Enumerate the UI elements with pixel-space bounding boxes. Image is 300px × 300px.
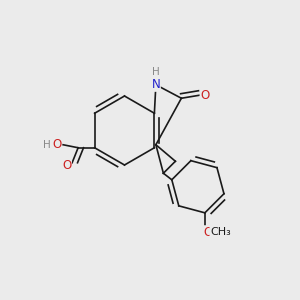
Text: O: O bbox=[200, 89, 209, 102]
Text: CH₃: CH₃ bbox=[210, 227, 231, 237]
Text: O: O bbox=[62, 159, 71, 172]
Text: H: H bbox=[43, 140, 50, 150]
Text: N: N bbox=[152, 78, 160, 91]
Text: H: H bbox=[152, 67, 160, 77]
Text: O: O bbox=[203, 226, 212, 239]
Text: O: O bbox=[52, 138, 61, 151]
